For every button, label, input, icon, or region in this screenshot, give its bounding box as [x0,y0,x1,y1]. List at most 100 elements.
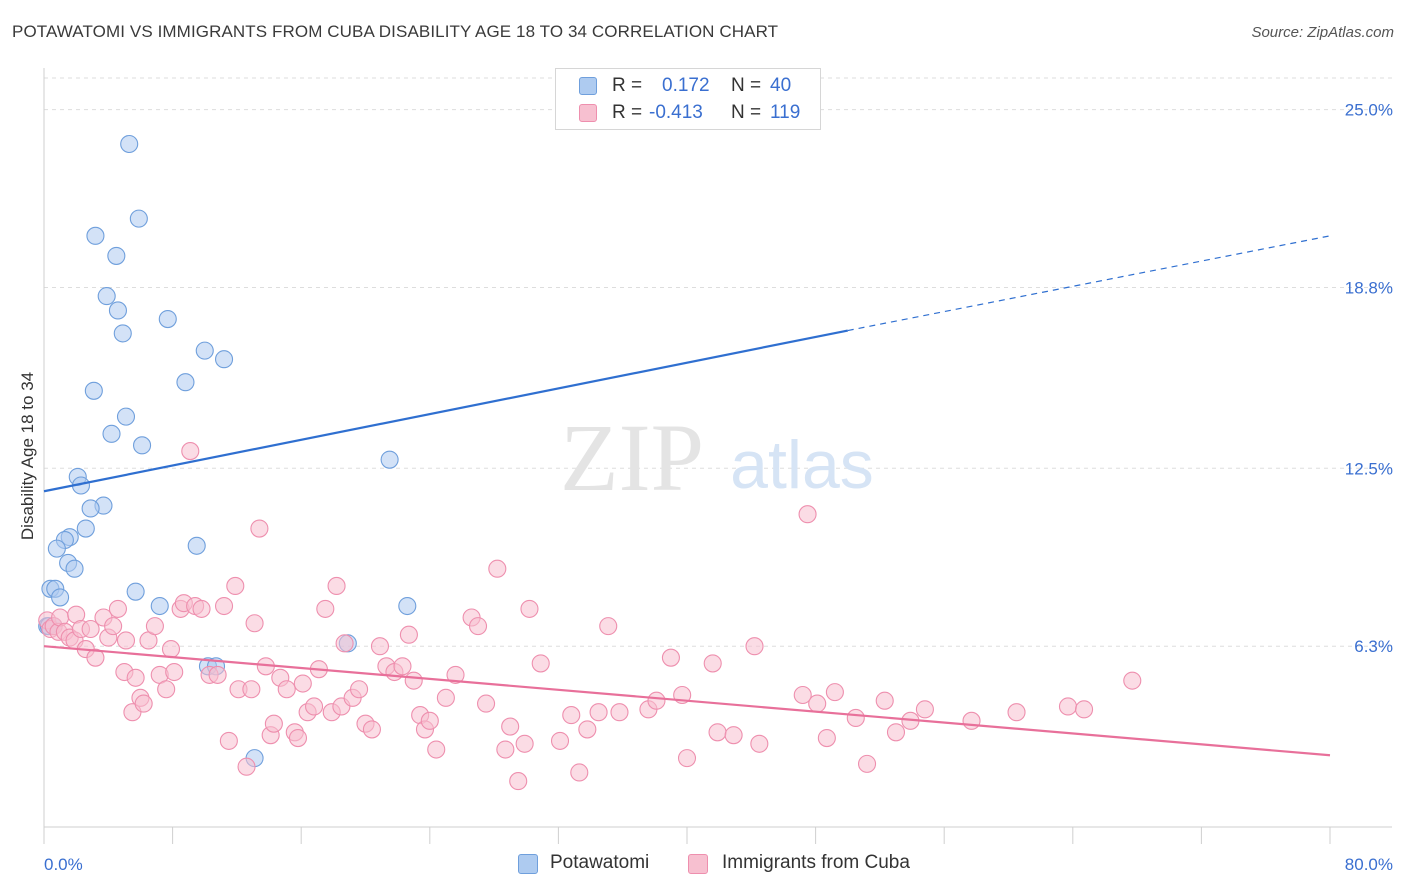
cuba-point [86,648,105,667]
potawatomi-point [107,246,126,265]
cuba-point [647,691,666,710]
cuba-point [277,680,296,699]
cuba-point [81,619,100,639]
potawatomi-trend-line [43,329,848,493]
cuba-point [161,640,181,659]
potawatomi-point [120,134,139,154]
cuba-point [875,691,894,710]
potawatomi-point [133,436,152,455]
cuba-point [496,740,515,759]
trend-layer [43,235,1331,757]
cuba-point [677,749,697,768]
cuba-point [237,757,256,776]
potawatomi-point [108,301,127,320]
cuba-point [427,740,446,759]
cuba-point [145,617,164,636]
series-legend: Potawatomi Immigrants from Cuba [0,852,1406,878]
potawatomi-point [195,341,214,360]
cuba-point [264,714,283,733]
cuba-point [825,683,844,702]
cuba-point [817,728,836,748]
legend-r-label: R = [612,75,643,96]
legend-swatch-blue [518,854,538,874]
cuba-point [362,720,381,739]
cuba-point [724,726,743,745]
cuba-point [599,617,618,636]
cuba-point [886,723,906,742]
cuba-point [327,576,346,595]
cuba-point [316,599,335,618]
potawatomi-point [129,209,148,228]
cuba-point [578,720,597,739]
cuba-point [488,559,507,578]
cuba-point [501,717,520,736]
cuba-point [550,731,570,750]
cuba-point [245,614,264,633]
cuba-point [293,674,312,693]
cuba-point [350,680,369,699]
cuba-point [562,706,581,725]
cuba-point [393,657,412,676]
potawatomi-point [187,536,206,555]
cuba-point [126,668,145,687]
cuba-point [589,703,608,722]
cuba-point [165,662,184,682]
source-label: Source: ZipAtlas.com [1251,24,1394,41]
cuba-point [570,763,589,782]
cuba-point [181,442,200,461]
cuba-point [420,711,439,730]
cuba-point [531,654,550,673]
legend-n-label: N = [731,102,762,123]
y-axis-label: Disability Age 18 to 34 [18,372,37,540]
cuba-point [1058,697,1078,716]
chart-title: POTAWATOMI VS IMMIGRANTS FROM CUBA DISAB… [12,22,779,41]
cuba-point [750,734,769,753]
potawatomi-point [398,596,417,616]
cuba-point [436,688,455,707]
watermark-atlas: atlas [730,427,874,503]
cuba-point [509,772,528,791]
potawatomi-point [214,350,234,369]
axis-layer: 6.3% 12.5% 18.8% 25.0% 0.0% 80.0% [43,68,1393,874]
legend-n-label: N = [731,75,762,96]
cuba-trend-line [43,645,1331,757]
cuba-point [1123,671,1142,690]
cuba-point [798,505,817,524]
cuba-point [703,654,722,673]
legend-swatch-blue [579,77,597,95]
potawatomi-point [113,324,132,343]
cuba-point [305,697,324,716]
legend-r-value: 0.172 [662,75,710,96]
legend-label-cuba: Immigrants from Cuba [722,852,910,873]
y-tick-label: 25.0% [1345,101,1393,120]
potawatomi-point [81,499,100,518]
cuba-point [116,631,136,650]
potawatomi-point [97,287,116,306]
cuba-point [745,637,764,656]
cuba-point [857,754,877,773]
cuba-point [108,599,127,618]
potawatomi-point [65,559,84,578]
potawatomi-point [116,407,136,426]
cuba-point [808,694,827,713]
grid-layer [44,77,1392,647]
cuba-point [468,617,488,636]
cuba-point [446,665,465,684]
correlation-legend: R = 0.172 N = 40 R = -0.413 N = 119 [555,68,821,130]
cuba-point [1075,700,1094,719]
legend-swatch-pink [688,854,708,874]
legend-n-value: 40 [770,75,792,96]
cuba-point [846,708,865,728]
cuba-point [104,617,123,636]
cuba-point [242,680,261,699]
cuba-point [515,734,534,753]
cuba-point [288,728,308,748]
cuba-point [477,694,496,713]
x-tick-label: 80.0% [1345,855,1393,874]
cuba-point [1007,703,1026,722]
potawatomi-point [158,310,177,329]
y-tick-label: 12.5% [1345,459,1393,478]
cuba-point [226,576,245,595]
x-tick-label: 0.0% [44,855,83,874]
points-layer [38,134,1142,791]
